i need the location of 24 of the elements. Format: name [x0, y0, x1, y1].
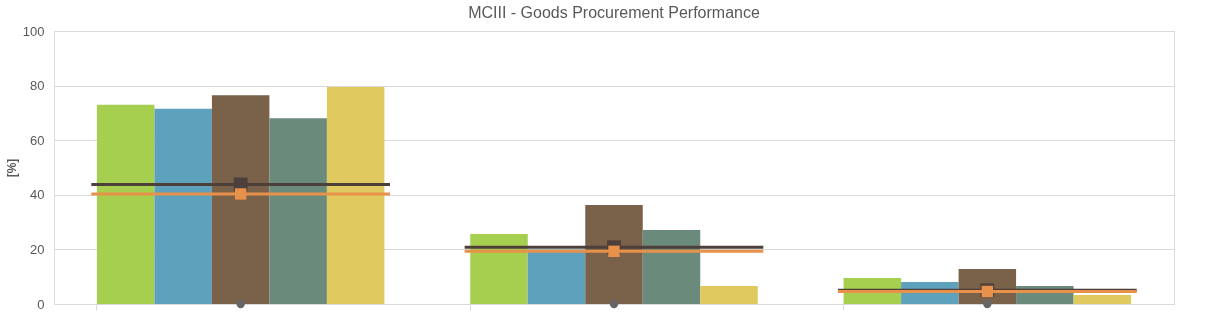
bar — [470, 234, 528, 304]
y-tick-label: 20 — [30, 241, 45, 257]
y-tick-label: 100 — [22, 23, 45, 39]
bar — [642, 230, 701, 304]
bar — [269, 118, 327, 304]
y-tick-label: 80 — [30, 78, 45, 94]
point — [234, 188, 247, 200]
y-axis-title: [%] — [4, 158, 19, 178]
bar — [96, 104, 155, 304]
point — [609, 299, 619, 309]
bar — [700, 285, 758, 304]
chart-title: MCIII - Goods Procurement Performance — [468, 4, 760, 21]
bar — [527, 249, 586, 304]
bar — [211, 95, 270, 304]
y-tick-label: 0 — [37, 296, 45, 312]
bar — [1073, 294, 1132, 304]
bar — [154, 108, 212, 304]
y-tick-label: 40 — [30, 187, 45, 203]
point — [236, 299, 245, 309]
point — [983, 299, 992, 309]
bar — [326, 86, 385, 304]
bar — [585, 204, 643, 304]
point — [608, 245, 620, 258]
y-tick-label: 60 — [30, 132, 45, 148]
